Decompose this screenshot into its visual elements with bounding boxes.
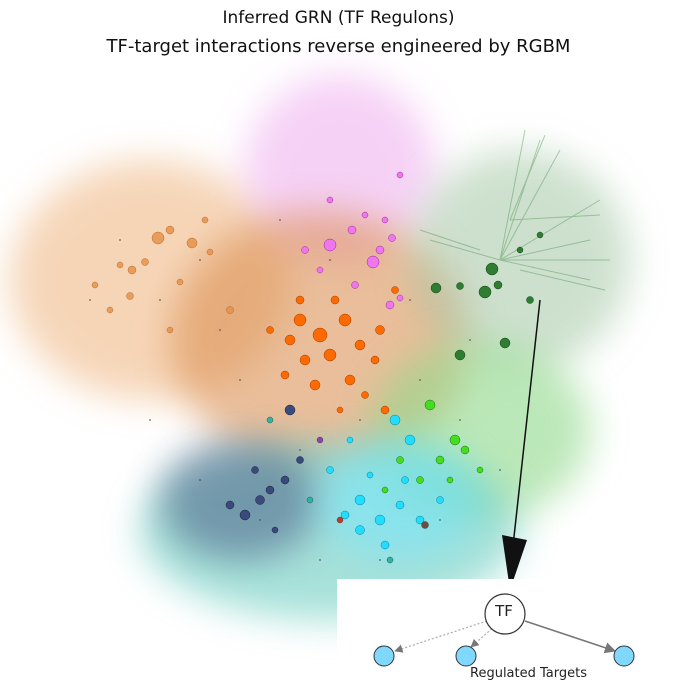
- legend-diagram: [373, 593, 635, 667]
- tf-node: [484, 593, 526, 635]
- edge-tf-target-mid: [470, 625, 496, 648]
- chart-subtitle: TF-target interactions reverse engineere…: [106, 36, 571, 57]
- chart-title: Inferred GRN (TF Regulons): [222, 8, 455, 28]
- dark-green-regulon-edges: [419, 129, 610, 291]
- target-dots: [89, 219, 501, 561]
- legend-pointer-arrow: [502, 299, 541, 590]
- mixed-small-nodes: [266, 416, 429, 564]
- green-cluster: [381, 399, 484, 494]
- light-orange-cluster: [91, 216, 234, 334]
- target-node-mid: [455, 645, 477, 667]
- tf-node-label: TF: [495, 602, 513, 620]
- edge-tf-target-left: [394, 620, 488, 653]
- target-node-right: [613, 645, 635, 667]
- magenta-cluster: [301, 171, 404, 310]
- navy-cluster: [225, 404, 304, 534]
- cluster-clouds: [10, 75, 630, 620]
- regulated-targets-caption: Regulated Targets: [470, 666, 587, 681]
- orange-cluster: [266, 286, 399, 415]
- cyan-cluster: [326, 414, 444, 550]
- target-node-left: [373, 645, 395, 667]
- edge-tf-target-right: [524, 620, 617, 654]
- dark-green-cluster: [430, 231, 544, 361]
- legend-box: [337, 579, 677, 688]
